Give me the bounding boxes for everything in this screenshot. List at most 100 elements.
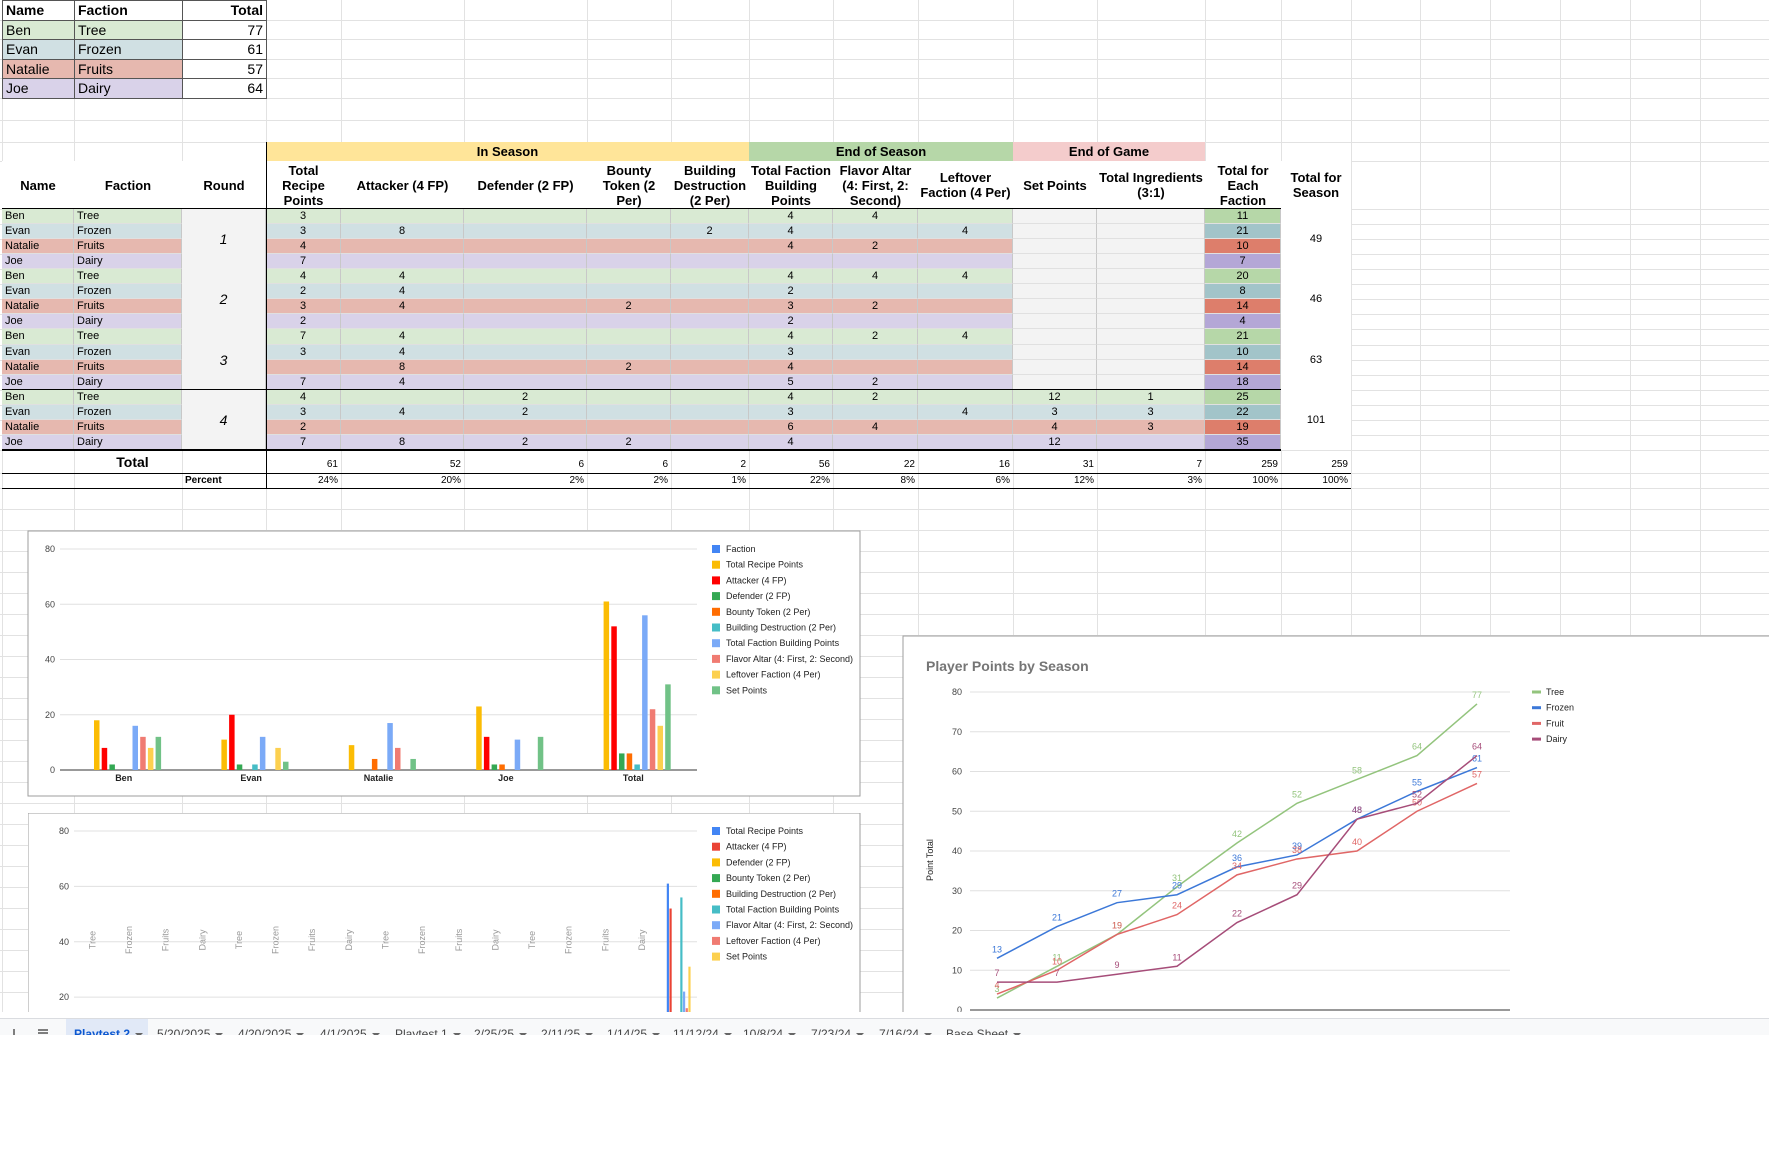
data-label: 24 [1172, 901, 1182, 911]
sheet-tab[interactable]: 1/14/25 [599, 1019, 665, 1035]
bar [236, 764, 243, 770]
points-cell [464, 284, 587, 300]
points-cell: 4 [749, 389, 833, 405]
points-cell [833, 284, 918, 300]
points-cell: 2 [749, 314, 833, 330]
points-cell [918, 284, 1013, 300]
percent-cell: 3% [1187, 475, 1202, 486]
faction-total-cell: 35 [1205, 434, 1281, 450]
cell-grid-line [0, 971, 1769, 972]
faction-total-cell: 8 [1205, 284, 1281, 300]
faction-total-cell: 18 [1205, 374, 1281, 390]
total-cell: 6 [662, 459, 668, 470]
points-cell: 2 [464, 404, 587, 420]
cell-grid-line [0, 614, 1769, 615]
points-cell: 4 [833, 209, 918, 225]
sheet-tab[interactable]: Playtest 1 [387, 1019, 466, 1035]
name-cell: Ben [2, 269, 74, 285]
name-cell: Natalie [2, 239, 74, 255]
legend-label: Total Recipe Points [726, 826, 804, 836]
bar [537, 736, 544, 770]
points-cell [1013, 284, 1097, 300]
sheet-tab[interactable]: 11/12/24 [665, 1019, 737, 1035]
legend-label: Building Destruction (2 Per) [726, 889, 836, 899]
sheet-tab[interactable]: 4/20/2025 [230, 1019, 309, 1035]
cell-grid-line [0, 845, 1769, 846]
legend-label: Tree [1546, 687, 1564, 697]
summary-cell: 61 [182, 39, 267, 60]
sheet-tabs: Playtest 2 5/20/2025 4/20/2025 4/1/2025 Play… [0, 1018, 1769, 1035]
summary-cell: Dairy [74, 78, 183, 99]
legend-label: Bounty Token (2 Per) [726, 873, 810, 883]
y-tick-label: 20 [952, 926, 962, 936]
bar [101, 747, 108, 770]
cell-grid-line [0, 635, 1769, 636]
points-cell [464, 224, 587, 240]
points-cell: 2 [833, 239, 918, 255]
points-cell [1097, 284, 1205, 300]
data-label: 36 [1232, 853, 1242, 863]
points-cell [341, 389, 464, 405]
points-cell [464, 254, 587, 270]
faction-cell: Tree [74, 209, 182, 225]
cell-grid-line [0, 19, 1769, 21]
line [997, 755, 1478, 983]
cell-grid-line [74, 0, 75, 1012]
column-header: Total Ingredients (3:1) [1097, 161, 1205, 209]
legend-label: Total Faction Building Points [726, 905, 840, 915]
points-cell [341, 239, 464, 255]
sheet-tab[interactable]: 7/23/24 [803, 1019, 869, 1035]
legend-swatch [712, 874, 720, 883]
name-cell: Evan [2, 344, 74, 360]
bar [283, 761, 289, 770]
sheet-tab[interactable]: Base Sheet [938, 1019, 1026, 1035]
points-cell: 4 [749, 359, 833, 375]
cell-grid-line [0, 698, 1769, 699]
total-cell: 61 [326, 459, 338, 470]
x-tick-label: Dairy [344, 929, 354, 951]
cell-grid-line [0, 719, 1769, 720]
points-cell: 3 [266, 209, 341, 225]
cell-grid-line [0, 803, 1769, 804]
percent-cell: 12% [1073, 475, 1094, 486]
percent-cell: 8% [900, 475, 915, 486]
points-cell [671, 329, 749, 345]
points-cell [918, 299, 1013, 315]
x-tick-label: Dairy [637, 929, 647, 951]
sheet-tab[interactable]: 2/11/25 [533, 1019, 598, 1035]
x-tick-label: Fruits [307, 928, 317, 951]
cell-grid-line [0, 929, 1769, 930]
points-cell [1013, 239, 1097, 255]
sheet-tab[interactable]: 2/25/25 [466, 1019, 532, 1035]
points-cell [341, 314, 464, 330]
points-cell: 4 [341, 344, 464, 360]
faction-cell: Fruits [74, 419, 182, 435]
points-cell [587, 239, 671, 255]
sheet-tab[interactable]: Playtest 2 [66, 1019, 149, 1035]
cell-grid-line [0, 677, 1769, 678]
sheet-tab[interactable]: 4/1/2025 [312, 1019, 385, 1035]
points-cell [1097, 359, 1205, 375]
column-header: Round [182, 161, 266, 209]
data-label: 31 [1172, 873, 1182, 883]
points-cell [1013, 329, 1097, 345]
points-cell [1013, 224, 1097, 240]
sheet-tab[interactable]: 10/8/24 [735, 1019, 801, 1035]
points-cell: 12 [1013, 434, 1097, 450]
bar [491, 764, 498, 770]
points-cell [671, 419, 749, 435]
sheet-tab[interactable]: 5/20/2025 [149, 1019, 228, 1035]
cell-grid-line [1281, 0, 1282, 1012]
x-tick-label: Tree [381, 931, 391, 949]
bar [275, 747, 281, 770]
bar [109, 764, 115, 770]
y-tick-label: 50 [952, 806, 962, 816]
sheet-tab[interactable]: 7/16/24 [871, 1019, 937, 1035]
line [996, 782, 1478, 995]
faction-total-cell: 10 [1205, 344, 1281, 360]
points-cell [1097, 224, 1205, 240]
cell-grid-line [918, 0, 919, 1012]
data-label: 42 [1232, 829, 1242, 839]
faction-total-cell: 11 [1205, 209, 1281, 225]
points-cell [918, 434, 1013, 450]
